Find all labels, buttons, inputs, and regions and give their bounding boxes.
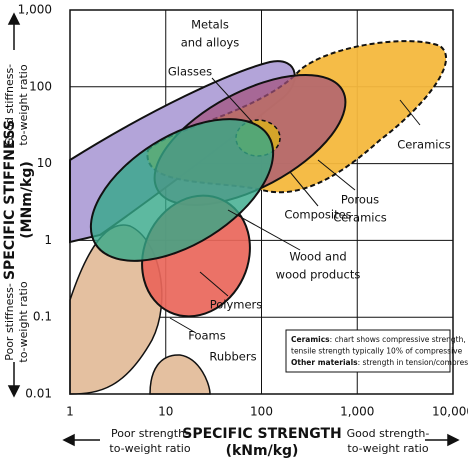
y-tick-label: 10 [37, 156, 52, 170]
x-tick-label: 1,000 [340, 405, 374, 419]
y-axis-title: (MNm/kg) [19, 161, 35, 238]
region-label: Polymers [210, 298, 263, 312]
region-label: and alloys [181, 36, 240, 50]
leader [399, 99, 421, 126]
y-tick-label: 100 [29, 79, 52, 93]
leader [317, 159, 356, 191]
y-low-note: Poor stiffness- [3, 283, 16, 361]
regions [69, 40, 447, 395]
region-label: Ceramics [333, 211, 387, 225]
region-label: Wood and [289, 250, 346, 264]
y-high-note: to-weight ratio [17, 64, 30, 145]
arrow-head [447, 433, 460, 447]
arrow-head [7, 12, 21, 25]
y-tick-label: 1,000 [18, 3, 52, 17]
note-term: Other materials [291, 358, 358, 367]
region-label: Glasses [168, 65, 212, 79]
x-low-note: Poor strength- [111, 427, 189, 440]
wood-region [89, 118, 275, 262]
region-label: wood products [276, 268, 361, 282]
leader [169, 317, 197, 334]
note-text: : strength in tension/compression [358, 358, 468, 367]
leader [227, 209, 301, 251]
x-axis-title: SPECIFIC STRENGTH [182, 426, 342, 442]
note-term: Ceramics [291, 335, 330, 344]
x-tick-label: 10,000 [432, 405, 468, 419]
region-label: Ceramics [397, 138, 451, 152]
y-axis-title: SPECIFIC STIFFNESS [2, 120, 18, 280]
plot-frame [69, 9, 454, 395]
x-axis-title: (kNm/kg) [226, 443, 299, 459]
leader [199, 271, 229, 297]
region-label: Porous [341, 193, 379, 207]
note-box [285, 329, 451, 373]
note-line: Ceramics: chart shows compressive streng… [291, 335, 466, 344]
arrows [7, 12, 460, 447]
note-text: : chart shows compressive strength, [330, 335, 466, 344]
region-label: Composites [284, 208, 351, 222]
y-tick-label: 1 [44, 233, 52, 247]
arrow-head [7, 385, 21, 398]
x-low-note: to-weight ratio [109, 442, 190, 455]
x-high-note: Good strength- [347, 427, 430, 440]
region-label: Metals [191, 18, 229, 32]
x-tick-label: 1 [66, 405, 74, 419]
note-line: Other materials: strength in tension/com… [291, 358, 468, 367]
leader-lines [169, 77, 421, 334]
x-tick-label: 10 [158, 405, 173, 419]
x-high-note: to-weight ratio [347, 442, 428, 455]
y-low-note: to-weight ratio [17, 281, 30, 362]
y-tick-label: 0.1 [33, 310, 52, 324]
arrow-head [62, 433, 75, 447]
y-tick-label: 0.01 [25, 387, 52, 401]
note-line: tensile strength typically 10% of compre… [291, 347, 463, 356]
rubbers-region [149, 354, 211, 395]
leader [211, 77, 256, 126]
leader [289, 171, 319, 207]
region-label: Foams [188, 329, 225, 343]
note-text: tensile strength typically 10% of compre… [291, 347, 463, 356]
x-tick-label: 100 [250, 405, 273, 419]
y-high-note: Good stiffness- [3, 64, 16, 146]
region-label: Rubbers [209, 350, 256, 364]
